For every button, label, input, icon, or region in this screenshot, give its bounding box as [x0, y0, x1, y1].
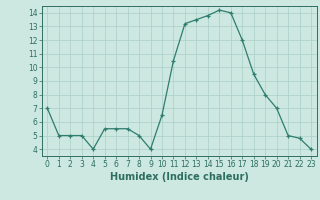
X-axis label: Humidex (Indice chaleur): Humidex (Indice chaleur)	[110, 172, 249, 182]
